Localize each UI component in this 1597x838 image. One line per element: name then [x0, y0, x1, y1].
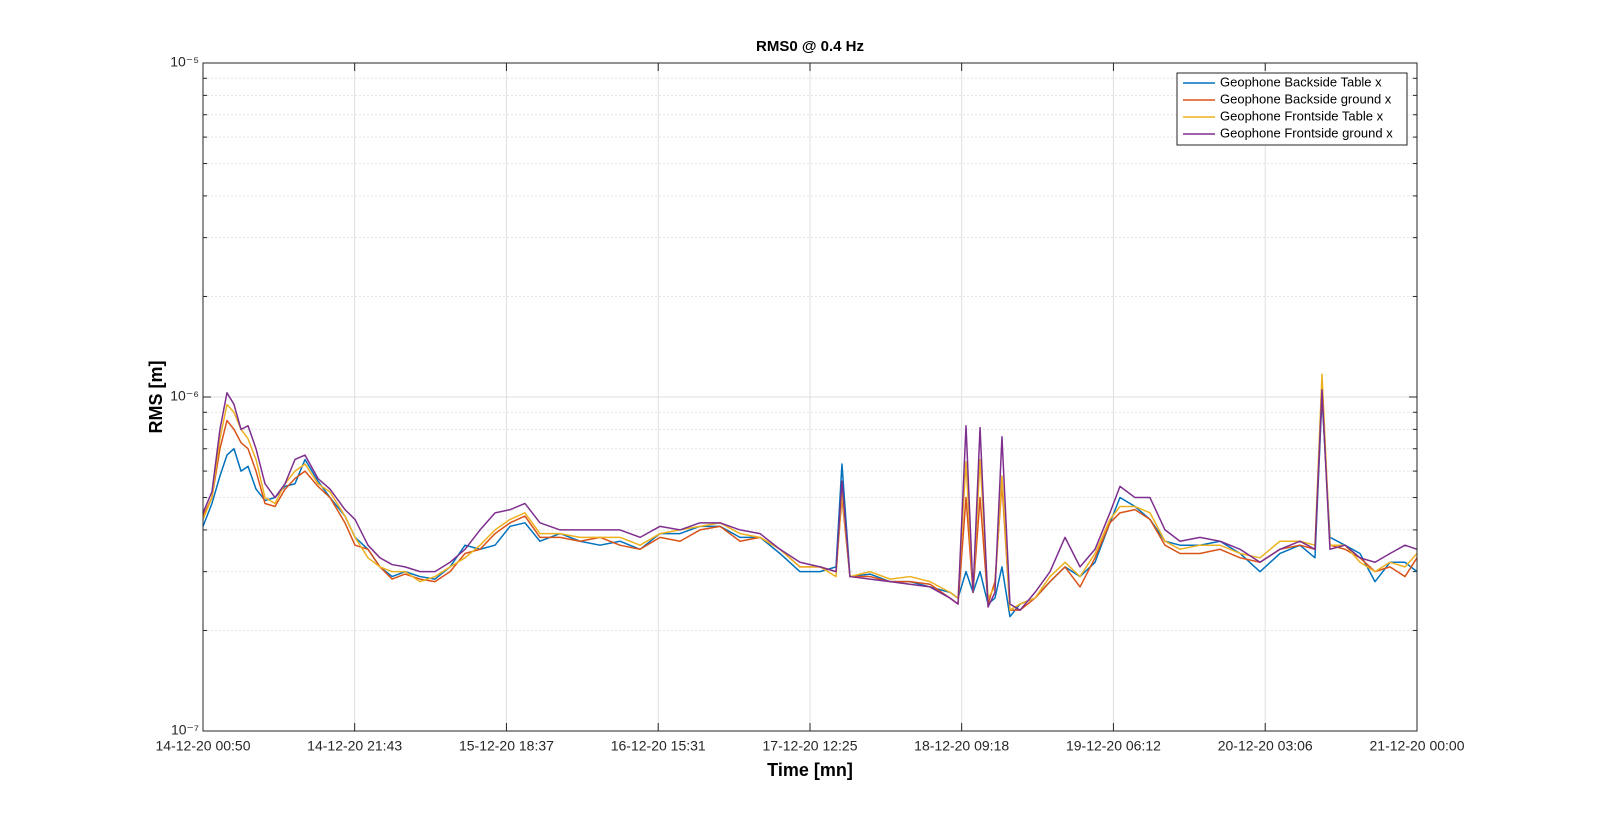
legend-label: Geophone Frontside Table x — [1220, 108, 1384, 123]
x-axis-label: Time [mn] — [767, 760, 853, 780]
legend-label: Geophone Frontside ground x — [1220, 125, 1393, 140]
x-tick-label: 18-12-20 09:18 — [914, 738, 1009, 754]
x-tick-label: 20-12-20 03:06 — [1218, 738, 1313, 754]
chart-title: RMS0 @ 0.4 Hz — [756, 38, 864, 55]
legend-label: Geophone Backside Table x — [1220, 74, 1382, 89]
x-tick-label: 14-12-20 21:43 — [307, 738, 402, 754]
y-axis-label: RMS [m] — [146, 361, 166, 434]
x-tick-label: 21-12-20 00:00 — [1370, 738, 1465, 754]
legend: Geophone Backside Table x Geophone Backsi… — [1176, 72, 1408, 146]
axes-box — [202, 62, 1418, 732]
series-line — [202, 396, 1418, 618]
y-tick-label: 10⁻⁷ — [171, 722, 199, 738]
x-tick-label: 17-12-20 12:25 — [763, 738, 858, 754]
x-tick-label: 16-12-20 15:31 — [611, 738, 706, 754]
series-line — [202, 389, 1418, 611]
legend-box — [1176, 72, 1408, 146]
legend-label: Geophone Backside ground x — [1220, 91, 1392, 106]
y-tick-label: 10⁻⁶ — [170, 388, 199, 404]
x-tick-label: 15-12-20 18:37 — [459, 738, 554, 754]
x-tick-label: 14-12-20 00:50 — [156, 738, 251, 754]
y-tick-label: 10⁻⁵ — [170, 54, 199, 70]
x-tick-label: 19-12-20 06:12 — [1066, 738, 1161, 754]
